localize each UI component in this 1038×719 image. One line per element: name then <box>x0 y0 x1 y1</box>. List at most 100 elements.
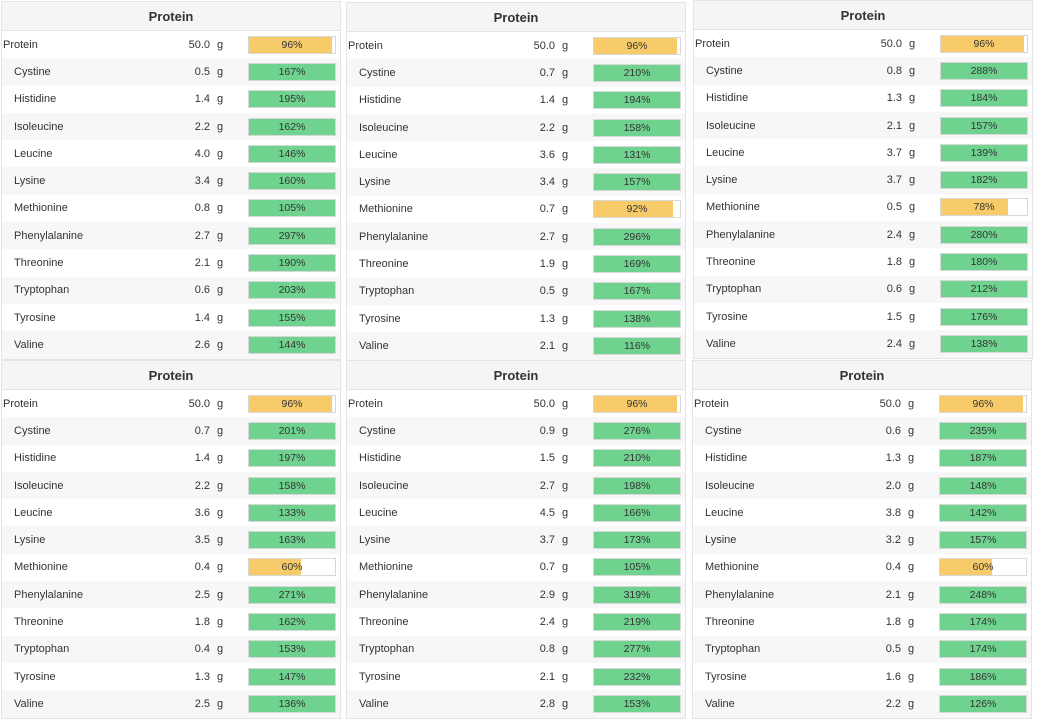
nutrient-name: Tyrosine <box>359 670 401 683</box>
nutrient-amount: 3.6 <box>194 506 210 519</box>
nutrient-row: Methionine 0.8 g 105% <box>2 195 340 222</box>
nutrient-row: Tryptophan 0.5 g 174% <box>693 635 1031 663</box>
percent-bar-fill <box>249 200 335 217</box>
nutrient-amount: 2.7 <box>194 229 210 242</box>
protein-panel: Protein Protein 50.0 g 96% Cystine 0.8 g 288% His… <box>693 0 1033 359</box>
nutrient-row: Tyrosine 1.5 g 176% <box>694 303 1032 330</box>
nutrient-unit: g <box>562 424 569 437</box>
nutrient-unit: g <box>908 616 915 629</box>
nutrient-unit: g <box>562 697 569 710</box>
percent-label: 158% <box>623 121 651 134</box>
percent-bar: 169% <box>593 255 681 274</box>
percent-bar-fill <box>940 504 1026 521</box>
nutrient-unit: g <box>908 424 915 437</box>
percent-label: 163% <box>278 534 306 547</box>
percent-label: 96% <box>972 397 994 410</box>
nutrient-name: Threonine <box>359 616 409 629</box>
nutrient-row: Lysine 3.2 g 157% <box>693 526 1031 554</box>
percent-label: 162% <box>278 616 306 629</box>
percent-label: 288% <box>970 64 998 77</box>
nutrient-name: Protein <box>3 38 38 51</box>
nutrient-row: Phenylalanine 2.9 g 319% <box>347 581 685 609</box>
nutrient-amount: 2.4 <box>539 616 555 629</box>
percent-bar: 210% <box>593 63 681 82</box>
nutrient-row: Cystine 0.6 g 235% <box>693 417 1031 445</box>
nutrient-amount: 1.4 <box>194 93 210 106</box>
nutrient-unit: g <box>562 148 569 161</box>
percent-bar-fill <box>594 668 680 685</box>
percent-bar-fill <box>594 92 680 109</box>
nutrient-row-total: Protein 50.0 g 96% <box>347 390 685 417</box>
percent-bar: 105% <box>593 558 681 577</box>
nutrient-amount: 1.4 <box>539 94 555 107</box>
protein-panel: Protein Protein 50.0 g 96% Cystine 0.9 g 276% His… <box>346 360 686 719</box>
percent-bar: 146% <box>248 144 336 163</box>
percent-bar-fill <box>941 308 1027 325</box>
nutrient-amount: 3.6 <box>539 148 555 161</box>
nutrient-amount: 0.7 <box>539 561 555 574</box>
nutrient-unit: g <box>217 93 224 106</box>
nutrient-row: Threonine 1.8 g 180% <box>694 248 1032 275</box>
nutrient-row: Histidine 1.4 g 195% <box>2 86 340 113</box>
nutrient-unit: g <box>217 202 224 215</box>
nutrient-unit: g <box>217 452 224 465</box>
percent-label: 138% <box>623 312 651 325</box>
percent-label: 194% <box>623 94 651 107</box>
nutrient-unit: g <box>909 146 916 159</box>
nutrient-row: Leucine 4.5 g 166% <box>347 499 685 526</box>
nutrient-name: Threonine <box>705 616 755 629</box>
protein-panel: Protein Protein 50.0 g 96% Cystine 0.5 g 167% His… <box>1 1 341 360</box>
nutrient-amount: 50.0 <box>188 38 210 51</box>
percent-label: 184% <box>970 92 998 105</box>
nutrient-unit: g <box>217 670 224 683</box>
percent-label: 153% <box>623 697 651 710</box>
percent-label: 203% <box>278 284 306 297</box>
percent-bar: 297% <box>248 226 336 245</box>
percent-bar-fill <box>249 395 332 412</box>
percent-bar: 219% <box>593 613 681 632</box>
nutrient-row: Tryptophan 0.5 g 167% <box>347 277 685 305</box>
percent-bar: 96% <box>593 36 681 55</box>
nutrient-amount: 3.2 <box>885 534 901 547</box>
percent-bar-fill <box>940 422 1026 439</box>
nutrient-name: Valine <box>359 339 389 352</box>
percent-bar: 147% <box>248 667 336 686</box>
percent-bar: 248% <box>939 585 1027 604</box>
nutrient-unit: g <box>217 65 224 78</box>
percent-label: 96% <box>973 37 995 50</box>
percent-label: 147% <box>278 670 306 683</box>
nutrient-amount: 0.5 <box>886 201 902 214</box>
nutrient-amount: 50.0 <box>188 397 210 410</box>
nutrient-name: Leucine <box>706 146 745 159</box>
percent-bar: 148% <box>939 476 1027 495</box>
nutrient-amount: 2.1 <box>539 339 555 352</box>
nutrient-unit: g <box>909 92 916 105</box>
nutrient-amount: 2.1 <box>539 670 555 683</box>
nutrient-unit: g <box>909 37 916 50</box>
percent-label: 296% <box>623 230 651 243</box>
nutrient-name: Protein <box>694 397 729 410</box>
nutrient-amount: 4.0 <box>194 147 210 160</box>
percent-bar: 271% <box>248 585 336 604</box>
nutrient-name: Methionine <box>359 561 413 574</box>
percent-label: 173% <box>623 534 651 547</box>
nutrient-row: Tryptophan 0.6 g 203% <box>2 276 340 304</box>
nutrient-name: Methionine <box>706 201 760 214</box>
percent-bar-fill <box>941 254 1027 271</box>
panel-title: Protein <box>347 361 685 390</box>
percent-bar: 96% <box>593 394 681 413</box>
percent-label: 146% <box>278 147 306 160</box>
nutrient-name: Tyrosine <box>14 670 56 683</box>
percent-bar: 276% <box>593 421 681 440</box>
percent-bar-fill <box>249 145 335 162</box>
percent-label: 126% <box>969 697 997 710</box>
nutrient-row: Cystine 0.7 g 210% <box>347 59 685 87</box>
nutrient-unit: g <box>562 506 569 519</box>
nutrient-unit: g <box>562 616 569 629</box>
nutrient-name: Histidine <box>14 452 57 465</box>
nutrient-amount: 0.6 <box>885 424 901 437</box>
nutrient-amount: 4.5 <box>539 506 555 519</box>
percent-bar: 126% <box>939 694 1027 713</box>
nutrient-name: Tyrosine <box>705 670 747 683</box>
nutrient-name: Cystine <box>14 65 51 78</box>
